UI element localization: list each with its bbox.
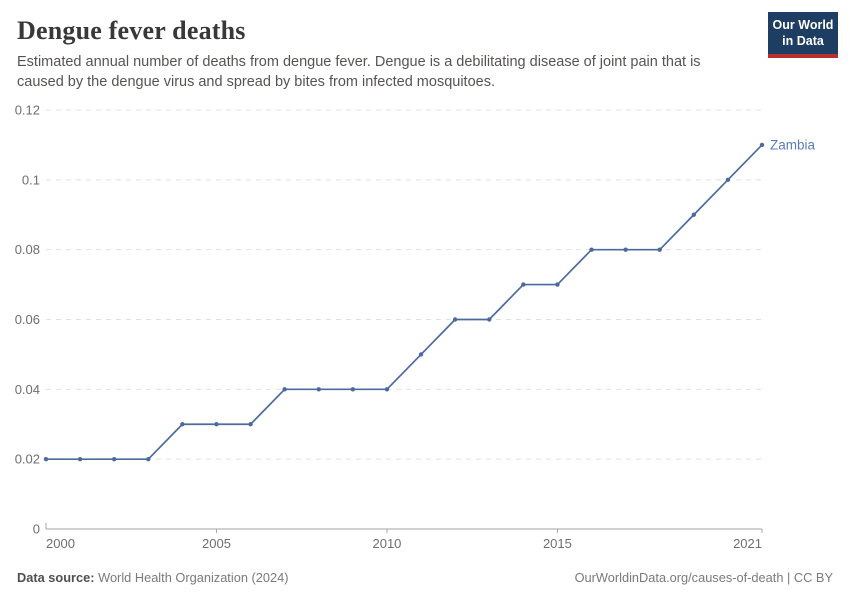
data-point[interactable] bbox=[759, 142, 765, 148]
data-point[interactable] bbox=[316, 387, 321, 392]
x-tick-label: 2000 bbox=[46, 536, 75, 551]
data-point[interactable] bbox=[623, 247, 628, 252]
y-tick-label: 0.12 bbox=[15, 103, 40, 118]
owid-logo[interactable]: Our World in Data bbox=[768, 12, 838, 59]
chart-subtitle: Estimated annual number of deaths from d… bbox=[17, 54, 701, 90]
x-tick-label: 2021 bbox=[733, 536, 762, 551]
data-point[interactable] bbox=[282, 387, 287, 392]
y-tick-label: 0 bbox=[33, 522, 40, 537]
owid-logo-line1: Our World bbox=[772, 18, 834, 32]
x-tick-label: 2005 bbox=[202, 536, 231, 551]
data-point[interactable] bbox=[657, 247, 662, 252]
data-point[interactable] bbox=[555, 282, 560, 287]
data-point[interactable] bbox=[350, 387, 356, 392]
data-point[interactable] bbox=[214, 422, 219, 427]
y-tick-label: 0.06 bbox=[15, 312, 40, 327]
data-point[interactable] bbox=[180, 422, 185, 427]
owid-logo-line2: in Data bbox=[782, 33, 824, 48]
chart-footer: Data source: World Health Organization (… bbox=[17, 570, 833, 585]
license-text[interactable]: OurWorldinData.org/causes-of-death | CC … bbox=[574, 570, 833, 585]
y-tick-label: 0.08 bbox=[15, 242, 40, 257]
page-title: Dengue fever deaths bbox=[17, 16, 246, 45]
data-line-zambia[interactable] bbox=[45, 144, 763, 461]
y-tick-label: 0.04 bbox=[15, 382, 40, 397]
data-point[interactable] bbox=[452, 317, 458, 322]
data-point[interactable] bbox=[248, 422, 253, 427]
data-point[interactable] bbox=[111, 456, 117, 462]
data-point[interactable] bbox=[384, 387, 390, 392]
series-label-zambia: Zambia bbox=[770, 137, 816, 152]
data-point[interactable] bbox=[77, 456, 83, 462]
data-point[interactable] bbox=[725, 177, 731, 183]
data-point[interactable] bbox=[146, 456, 151, 462]
data-source: Data source: World Health Organization (… bbox=[17, 570, 289, 585]
y-tick-label: 0.1 bbox=[22, 172, 40, 187]
x-tick-label: 2015 bbox=[543, 536, 572, 551]
data-point[interactable] bbox=[691, 212, 697, 217]
data-source-label: Data source: bbox=[17, 570, 95, 585]
data-point[interactable] bbox=[43, 456, 49, 462]
data-source-value: World Health Organization (2024) bbox=[98, 570, 289, 585]
data-point[interactable] bbox=[418, 352, 424, 357]
data-point[interactable] bbox=[521, 282, 526, 287]
data-point[interactable] bbox=[487, 317, 492, 322]
data-point[interactable] bbox=[589, 247, 594, 252]
x-tick-label: 2010 bbox=[372, 536, 401, 551]
y-tick-label: 0.02 bbox=[15, 452, 40, 467]
